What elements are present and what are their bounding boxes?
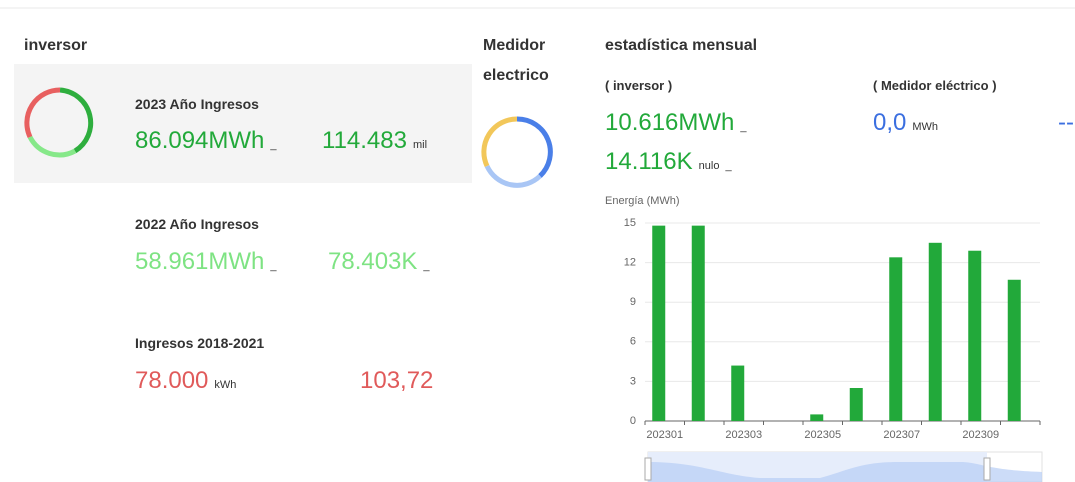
income: 103,72 [360, 367, 433, 395]
x-tick-label: 202309 [962, 429, 999, 441]
unit: mil [412, 139, 428, 151]
bar [889, 257, 903, 421]
energy-value: 86.094MWh [135, 127, 265, 154]
suffix: _ [740, 121, 747, 133]
data-zoom [644, 451, 1043, 482]
energy: 78.000 kWh [135, 367, 236, 395]
suffix: _ [270, 139, 277, 151]
monthly-title: estadística mensual [605, 37, 758, 54]
energy: 86.094MWh _ [135, 127, 277, 155]
highlight-box [14, 64, 472, 183]
y-tick-label: 0 [630, 415, 636, 427]
y-tick-label: 12 [624, 257, 636, 269]
income: -- [1058, 109, 1074, 137]
unit: kWh [214, 379, 237, 391]
y-tick-label: 3 [630, 375, 636, 387]
item-label: Ingresos 2018-2021 [135, 335, 265, 351]
bar [652, 225, 666, 421]
item-label: 2022 Año Ingresos [135, 216, 259, 232]
income-value: 103,72 [360, 367, 434, 394]
energy-value: 10.616MWh [605, 109, 735, 136]
energy: 58.961MWh _ [135, 248, 277, 276]
bar [810, 414, 824, 421]
bar [691, 225, 705, 421]
suffix: _ [270, 260, 277, 272]
meter-title: electrico [483, 67, 549, 84]
y-tick-label: 6 [630, 336, 636, 348]
bar [928, 242, 942, 421]
income-value: -- [1058, 109, 1074, 136]
bar [731, 365, 745, 421]
y-tick-label: 9 [630, 296, 636, 308]
inverter-donut [24, 87, 94, 158]
energy-value: 58.961MWh [135, 248, 265, 275]
x-tick-label: 202303 [725, 429, 762, 441]
income-value: 78.403K [328, 248, 418, 275]
bar [968, 250, 982, 421]
x-tick-label: 202305 [804, 429, 841, 441]
income-value: 114.483 [322, 127, 407, 154]
column-label: ( inversor ) [605, 78, 673, 93]
energy: 10.616MWh _ [605, 109, 747, 137]
suffix: _ [423, 260, 430, 272]
income-value: 14.116K [605, 148, 693, 175]
meter-donut [481, 116, 553, 188]
income: 78.403K _ [328, 248, 430, 276]
x-tick-label: 202307 [883, 429, 920, 441]
unit: MWh [912, 121, 939, 133]
section-title: inversor [24, 37, 88, 54]
meter-title: Medidor [483, 37, 546, 54]
bar [849, 388, 863, 421]
energy-value: 0,0 [873, 109, 907, 136]
unit: nulo [698, 160, 720, 172]
income: 14.116K nulo _ [605, 148, 732, 176]
y-axis-label: Energía (MWh) [605, 195, 680, 207]
income: 114.483 mil [322, 127, 427, 155]
energy-value: 78.000 [135, 367, 209, 394]
item-label: 2023 Año Ingresos [135, 96, 259, 112]
x-tick-label: 202301 [646, 429, 683, 441]
y-tick-label: 15 [624, 217, 636, 229]
column-label: ( Medidor eléctrico ) [873, 78, 997, 93]
suffix: _ [725, 160, 732, 172]
bar [1007, 279, 1021, 421]
energy: 0,0 MWh [873, 109, 938, 137]
